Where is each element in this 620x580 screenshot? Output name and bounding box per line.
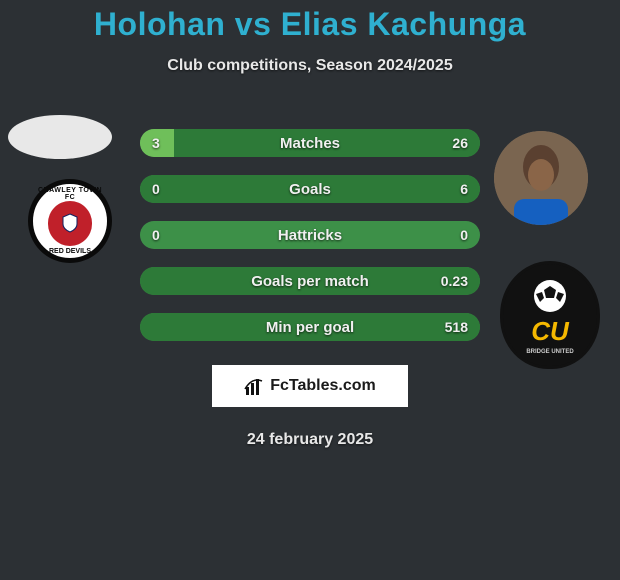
stat-value-right: 0 — [460, 227, 468, 243]
shield-icon — [60, 213, 80, 233]
stat-value-right: 518 — [445, 319, 468, 335]
club-right-abbr: CU — [531, 316, 569, 347]
chart-bars-icon — [244, 375, 266, 397]
date-text: 24 february 2025 — [0, 431, 620, 449]
stat-value-left: 0 — [152, 181, 160, 197]
page-title: Holohan vs Elias Kachunga — [0, 0, 620, 43]
club-badge-left: CRAWLEY TOWN FC RED DEVILS — [28, 179, 112, 263]
stat-value-right: 6 — [460, 181, 468, 197]
stat-label: Min per goal — [266, 319, 354, 336]
stat-bar-row: Min per goal 518 — [140, 313, 480, 341]
stat-bar-row: 3 Matches 26 — [140, 129, 480, 157]
stat-bar-row: 0 Goals 6 — [140, 175, 480, 203]
branding-text: FcTables.com — [270, 377, 376, 395]
branding-badge: FcTables.com — [212, 365, 408, 407]
player-silhouette-icon — [494, 131, 588, 225]
stat-value-left: 3 — [152, 135, 160, 151]
club-left-sub: RED DEVILS — [49, 248, 91, 255]
subtitle: Club competitions, Season 2024/2025 — [0, 57, 620, 75]
stats-bars: 3 Matches 26 0 Goals 6 0 Hattricks 0 Goals per ma… — [140, 129, 480, 359]
stat-value-right: 26 — [452, 135, 468, 151]
stat-label: Goals — [289, 181, 331, 198]
club-left-name: CRAWLEY TOWN FC — [33, 187, 107, 201]
stat-value-right: 0.23 — [441, 273, 468, 289]
stat-bar-row: 0 Hattricks 0 — [140, 221, 480, 249]
soccer-ball-icon — [526, 276, 574, 316]
player-left-avatar — [8, 115, 112, 159]
stat-label: Hattricks — [278, 227, 342, 244]
comparison-infographic: Holohan vs Elias Kachunga Club competiti… — [0, 0, 620, 580]
player-right-avatar — [494, 131, 588, 225]
stat-label: Goals per match — [251, 273, 369, 290]
club-badge-right: CU BRIDGE UNITED — [500, 261, 600, 369]
club-left-inner — [48, 201, 92, 245]
stat-bar-row: Goals per match 0.23 — [140, 267, 480, 295]
club-right-sub: BRIDGE UNITED — [526, 349, 573, 355]
stat-value-left: 0 — [152, 227, 160, 243]
stat-label: Matches — [280, 135, 340, 152]
